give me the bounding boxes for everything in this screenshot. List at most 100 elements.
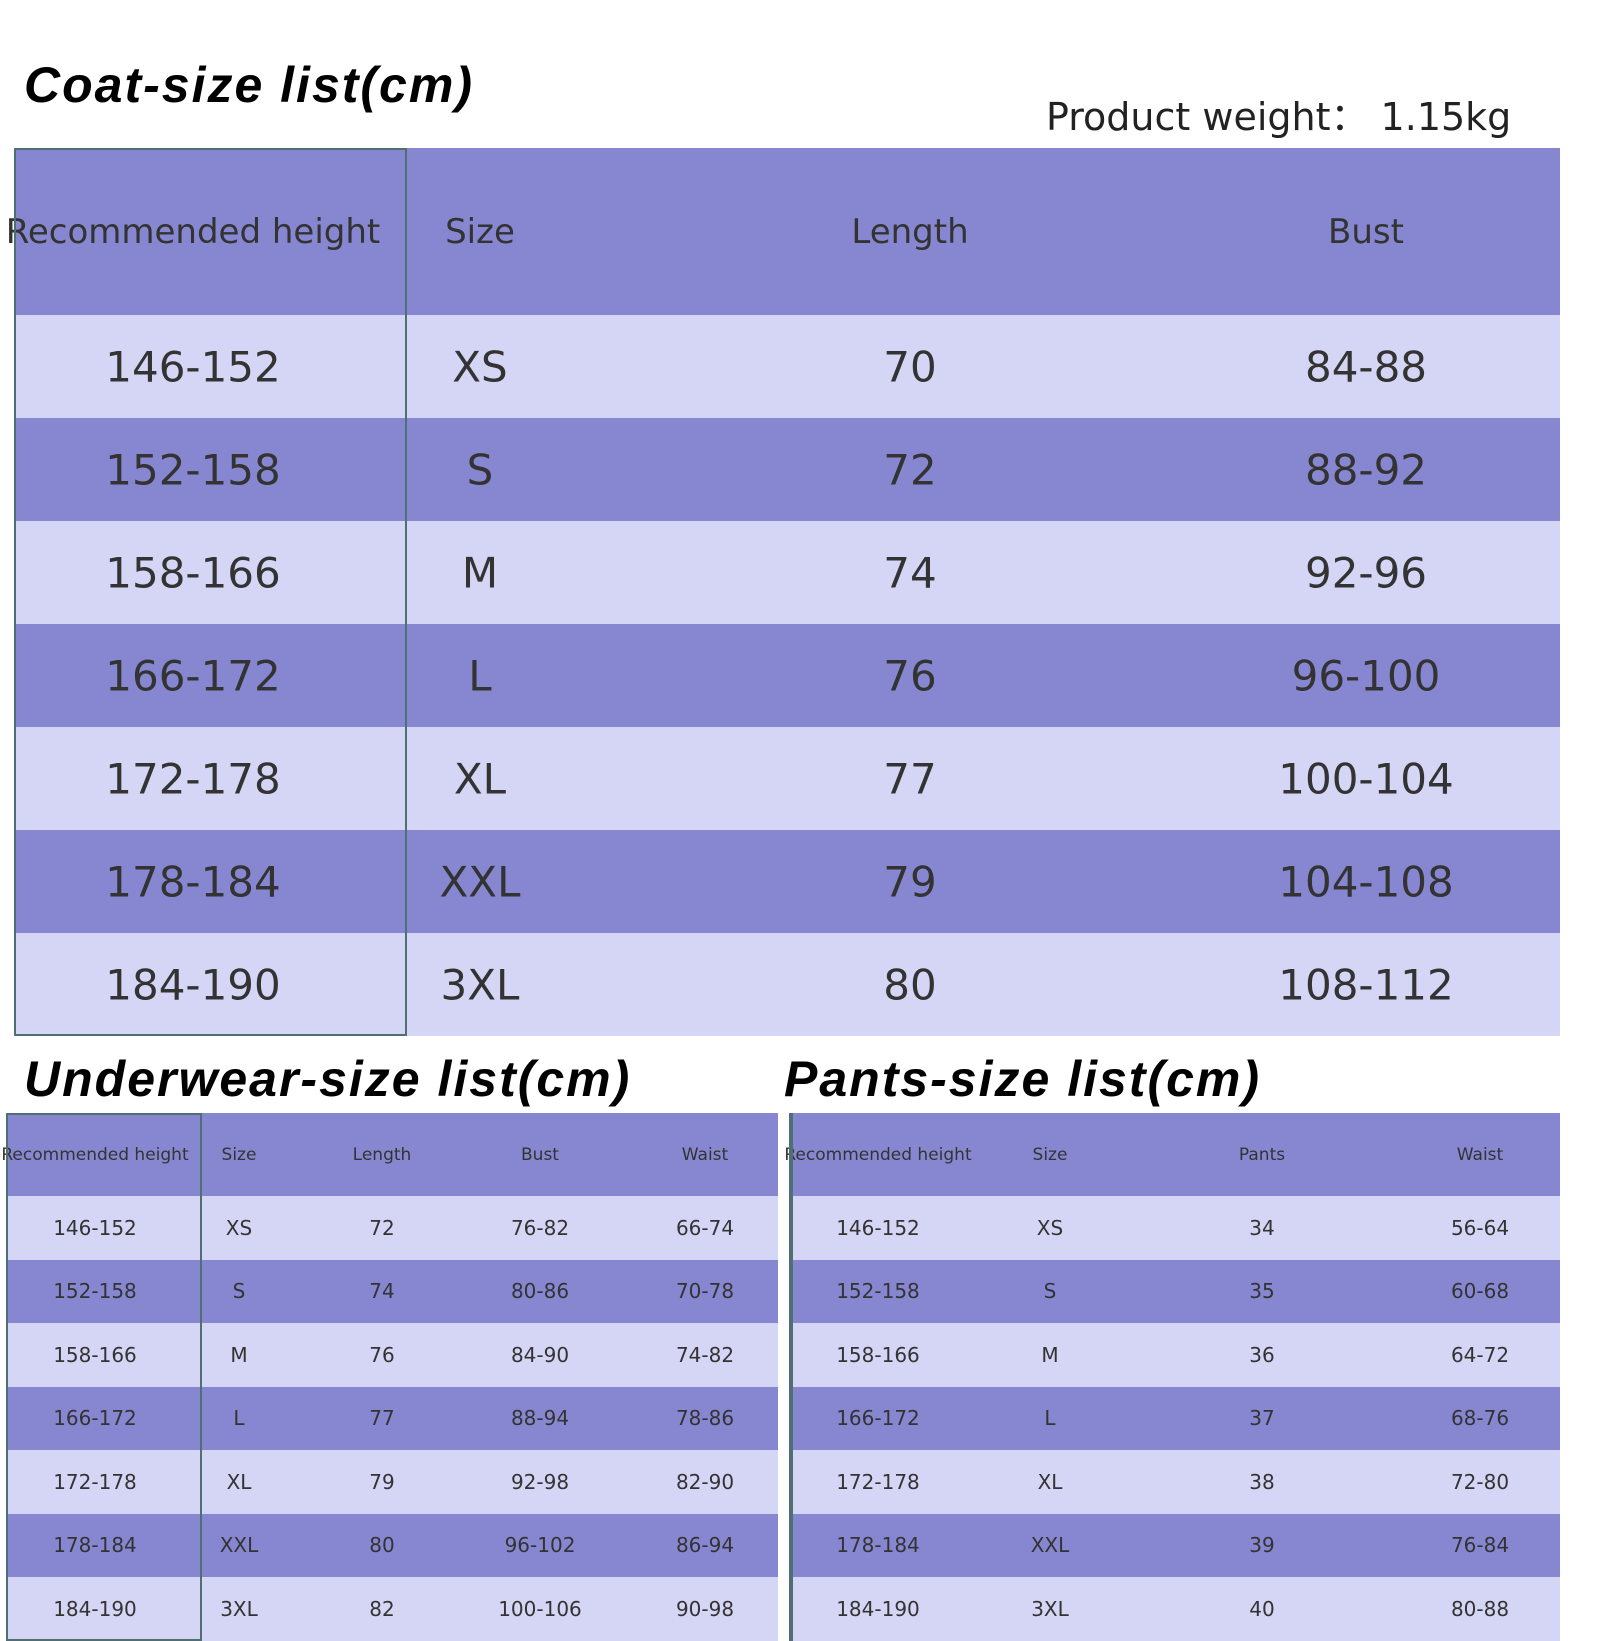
table-row — [789, 1450, 1560, 1514]
table-cell: 76-84 — [1450, 1533, 1510, 1558]
table-cell: 74-82 — [675, 1342, 735, 1367]
table-cell: 90-98 — [675, 1596, 735, 1621]
table-cell: 84-90 — [510, 1342, 570, 1367]
header-cell: Size — [1032, 1144, 1068, 1165]
table-cell: S — [232, 1279, 246, 1304]
table-cell: 64-72 — [1450, 1342, 1510, 1367]
table-cell: 172-178 — [53, 1469, 137, 1494]
table-cell: 80 — [883, 960, 937, 1009]
table-cell: 77 — [883, 754, 937, 803]
table-cell: S — [1043, 1279, 1057, 1304]
pants-title: Pants-size list(cm) — [784, 1051, 1262, 1107]
table-cell: XS — [1036, 1215, 1064, 1240]
header-cell: Bust — [1328, 211, 1404, 252]
table-cell: 72 — [369, 1215, 395, 1240]
table-row — [789, 1386, 1560, 1450]
table-cell: 84-88 — [1304, 342, 1428, 391]
first-column-border — [14, 148, 407, 1036]
table-row — [14, 521, 1560, 624]
table-cell: 3XL — [1031, 1596, 1069, 1621]
table-cell: 74 — [369, 1279, 395, 1304]
first-column-border — [789, 1113, 793, 1641]
header-cell: Length — [851, 211, 969, 252]
table-cell: 158-166 — [53, 1342, 137, 1367]
table-cell: 184-190 — [105, 960, 281, 1009]
table-row — [14, 830, 1560, 933]
header-cell: Recommended height — [5, 211, 381, 252]
table-cell: 108-112 — [1278, 960, 1454, 1009]
table-cell: 146-152 — [105, 342, 281, 391]
header-cell: Waist — [1456, 1144, 1504, 1165]
table-cell: XXL — [439, 857, 521, 906]
table-cell: 66-74 — [675, 1215, 735, 1240]
table-cell: XL — [226, 1469, 252, 1494]
table-cell: 72 — [883, 445, 937, 494]
table-cell: 35 — [1249, 1279, 1275, 1304]
table-row — [14, 418, 1560, 521]
header-cell: Pants — [1238, 1144, 1286, 1165]
table-cell: 158-166 — [105, 548, 281, 597]
table-cell: L — [233, 1406, 245, 1431]
table-cell: 77 — [369, 1406, 395, 1431]
header-cell: Waist — [681, 1144, 729, 1165]
header-cell: Size — [445, 211, 515, 252]
table-cell: 178-184 — [53, 1533, 137, 1558]
table-cell: 104-108 — [1278, 857, 1454, 906]
table-cell: 72-80 — [1450, 1469, 1510, 1494]
table-cell: 172-178 — [836, 1469, 920, 1494]
table-cell: 68-76 — [1450, 1406, 1510, 1431]
table-cell: XXL — [1030, 1533, 1070, 1558]
table-cell: 100-106 — [498, 1596, 582, 1621]
table-cell: 39 — [1249, 1533, 1275, 1558]
table-cell: 88-94 — [510, 1406, 570, 1431]
table-cell: 76 — [369, 1342, 395, 1367]
table-row — [14, 933, 1560, 1036]
first-column-border — [6, 1113, 202, 1641]
table-cell: 34 — [1249, 1215, 1275, 1240]
table-row — [14, 624, 1560, 727]
table-cell: 76-82 — [510, 1215, 570, 1240]
table-cell: 86-94 — [675, 1533, 735, 1558]
table-cell: 146-152 — [836, 1215, 920, 1240]
table-cell: 80 — [369, 1533, 395, 1558]
table-cell: 152-158 — [836, 1279, 920, 1304]
table-row — [789, 1323, 1560, 1387]
table-cell: 152-158 — [105, 445, 281, 494]
table-cell: S — [466, 445, 494, 494]
table-cell: L — [468, 651, 492, 700]
table-row — [6, 1196, 778, 1260]
table-cell: 79 — [369, 1469, 395, 1494]
table-cell: 80-86 — [510, 1279, 570, 1304]
table-row — [14, 315, 1560, 418]
table-cell: 96-100 — [1291, 651, 1441, 700]
table-cell: M — [461, 548, 499, 597]
table-row — [789, 1513, 1560, 1577]
header-cell: Recommended height — [1, 1144, 189, 1165]
table-row — [6, 1259, 778, 1323]
table-cell: 60-68 — [1450, 1279, 1510, 1304]
table-row — [14, 727, 1560, 830]
table-cell: 37 — [1249, 1406, 1275, 1431]
table-row — [6, 1450, 778, 1514]
header-cell: Bust — [521, 1144, 559, 1165]
header-row — [6, 1113, 778, 1196]
page: {"coat":{"title":"Coat-size list(cm)","w… — [1, 57, 1560, 1641]
table-cell: 70-78 — [675, 1279, 735, 1304]
header-cell: Recommended height — [784, 1144, 972, 1165]
table-cell: M — [1041, 1342, 1059, 1367]
table-cell: 70 — [883, 342, 937, 391]
table-row — [789, 1259, 1560, 1323]
table-cell: 3XL — [440, 960, 520, 1009]
table-cell: 40 — [1249, 1596, 1275, 1621]
table-cell: 96-102 — [504, 1533, 576, 1558]
table-cell: 82-90 — [675, 1469, 735, 1494]
header-row — [14, 148, 1560, 315]
table-cell: 172-178 — [105, 754, 281, 803]
table-row — [6, 1386, 778, 1450]
table-cell: 92-96 — [1304, 548, 1428, 597]
table-cell: 3XL — [220, 1596, 258, 1621]
table-cell: 74 — [883, 548, 937, 597]
table-cell: M — [230, 1342, 248, 1367]
product-weight: Product weight： 1.15kg — [1046, 95, 1512, 139]
table-cell: 184-190 — [836, 1596, 920, 1621]
